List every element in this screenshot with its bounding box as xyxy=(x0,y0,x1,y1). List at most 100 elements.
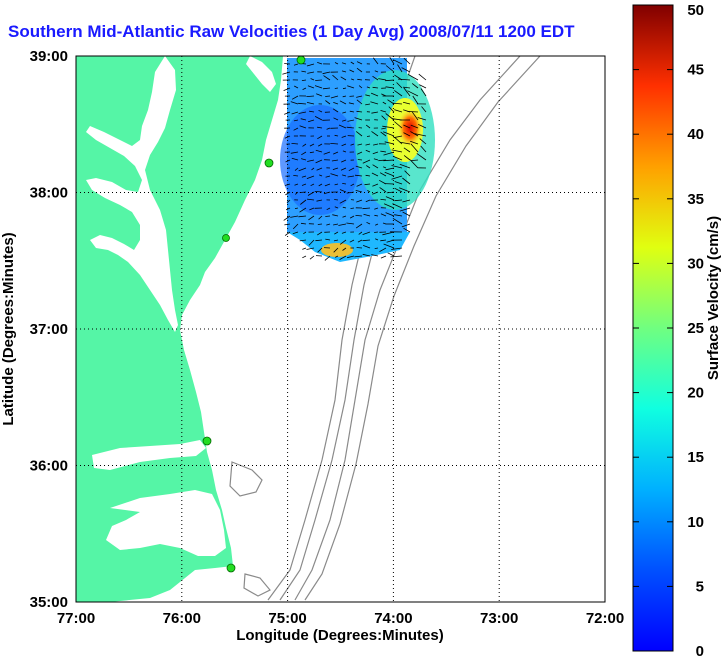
velocity-vector xyxy=(384,171,395,177)
velocity-vector xyxy=(301,151,307,156)
velocity-vector xyxy=(389,57,395,65)
velocity-vector xyxy=(347,175,355,178)
velocity-vector xyxy=(333,151,339,155)
velocity-vector xyxy=(341,135,347,138)
velocity-vector xyxy=(325,238,331,241)
velocity-vector xyxy=(390,255,403,258)
velocity-vector xyxy=(342,111,347,114)
velocity-vector xyxy=(324,183,331,187)
velocity-vector xyxy=(341,159,347,163)
velocity-vector xyxy=(362,245,371,249)
velocity-vector xyxy=(365,149,371,153)
velocity-vector xyxy=(301,79,307,81)
velocity-vector xyxy=(334,206,339,209)
velocity-vector xyxy=(374,207,379,210)
velocity-vector xyxy=(382,231,395,236)
velocity-vector xyxy=(410,140,419,145)
velocity-vector xyxy=(420,88,427,97)
velocity-vector xyxy=(302,143,307,147)
velocity-vector xyxy=(341,62,347,65)
colorbar-tick-label: 30 xyxy=(687,255,704,272)
velocity-vector xyxy=(310,183,315,187)
velocity-vector xyxy=(391,149,403,153)
velocity-vector xyxy=(378,159,387,162)
velocity-vector xyxy=(316,167,323,171)
velocity-vector xyxy=(309,255,315,260)
x-axis-label: Longitude (Degrees:Minutes) xyxy=(236,627,444,644)
velocity-vector xyxy=(341,143,347,147)
velocity-vector xyxy=(394,214,403,217)
velocity-vector xyxy=(403,87,411,97)
velocity-vector xyxy=(370,101,379,105)
velocity-vector xyxy=(363,213,371,217)
velocity-vector xyxy=(385,167,395,171)
station-marker xyxy=(296,56,306,65)
velocity-vector xyxy=(357,143,363,146)
velocity-vector xyxy=(332,74,339,81)
velocity-vector xyxy=(314,116,323,121)
velocity-vector xyxy=(301,183,307,186)
velocity-vector xyxy=(315,159,323,164)
velocity-vector xyxy=(341,174,347,177)
velocity-vector xyxy=(333,102,339,105)
velocity-vector xyxy=(372,57,379,65)
velocity-vector xyxy=(307,119,315,123)
velocity-vector xyxy=(356,199,363,203)
velocity-vector xyxy=(401,67,411,73)
velocity-vector xyxy=(333,247,339,253)
y-tick-label: 36:00 xyxy=(30,458,68,475)
velocity-vector xyxy=(301,70,307,73)
velocity-vector xyxy=(365,199,371,203)
velocity-vector xyxy=(350,183,355,187)
velocity-vector xyxy=(410,124,419,129)
velocity-vector xyxy=(355,190,363,193)
velocity-vector xyxy=(419,138,427,145)
velocity-vector xyxy=(382,101,387,105)
velocity-vector xyxy=(403,227,411,233)
velocity-vector xyxy=(357,159,363,161)
velocity-vector xyxy=(367,190,371,193)
velocity-vector xyxy=(350,143,355,146)
velocity-vector xyxy=(403,57,411,65)
velocity-vector xyxy=(302,255,307,259)
velocity-vector xyxy=(385,212,395,217)
velocity-vector xyxy=(295,191,299,195)
x-tick-label: 75:00 xyxy=(268,610,306,627)
velocity-vector xyxy=(399,163,411,169)
velocity-vector xyxy=(294,167,299,171)
velocity-vector xyxy=(334,87,339,89)
station-marker xyxy=(226,563,236,573)
velocity-vector xyxy=(341,70,347,73)
velocity-vector xyxy=(342,215,347,218)
velocity-vector xyxy=(300,199,307,205)
velocity-vector xyxy=(357,78,363,81)
velocity-vector xyxy=(380,198,387,201)
x-tick-label: 77:00 xyxy=(57,610,95,627)
station-marker xyxy=(222,234,230,242)
velocity-vector xyxy=(294,85,299,89)
velocity-vector xyxy=(293,119,299,122)
velocity-vector xyxy=(366,165,371,169)
y-tick-label: 35:00 xyxy=(30,594,68,611)
velocity-vector xyxy=(322,87,331,90)
velocity-vector xyxy=(309,151,315,154)
velocity-vector xyxy=(317,135,323,140)
velocity-vector xyxy=(357,151,363,155)
velocity-vector xyxy=(286,199,291,204)
velocity-vector xyxy=(294,183,299,186)
velocity-vector xyxy=(306,198,315,201)
velocity-vector xyxy=(356,99,363,105)
velocity-vector xyxy=(330,143,339,145)
velocity-vector xyxy=(332,214,339,217)
velocity-vector xyxy=(379,172,387,177)
station-marker xyxy=(264,158,274,168)
velocity-vector xyxy=(394,187,403,193)
velocity-vector xyxy=(341,119,347,122)
colorbar-tick-label: 15 xyxy=(687,449,704,466)
y-tick-label: 38:00 xyxy=(30,185,68,202)
velocity-vector xyxy=(393,156,403,161)
velocity-vector xyxy=(373,158,379,161)
velocity-vector xyxy=(350,207,355,209)
velocity-vector xyxy=(365,94,371,97)
velocity-vector xyxy=(356,61,363,65)
